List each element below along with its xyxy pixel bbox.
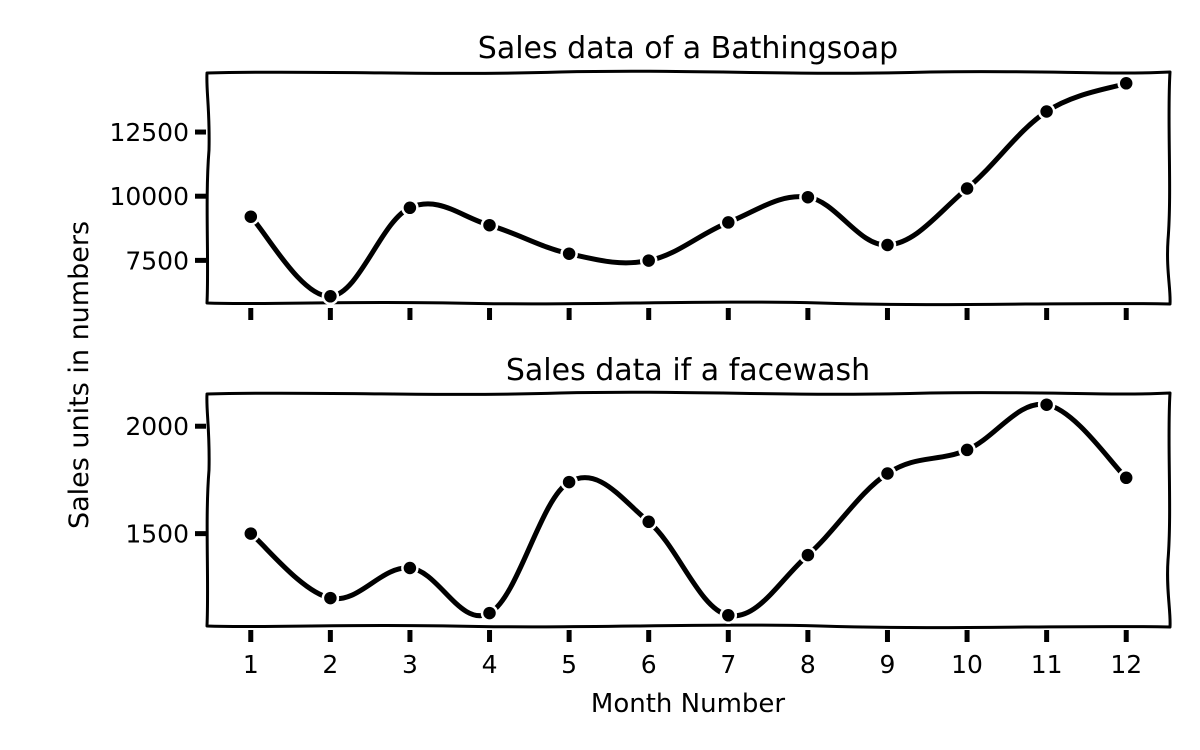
bathingsoap-plot-frame [205, 69, 1172, 307]
bathingsoap-data-point [878, 236, 897, 254]
bathingsoap-y-tick-label: 10000 [109, 182, 189, 211]
bathingsoap-data-point [242, 207, 260, 226]
bathingsoap-data-point [321, 287, 340, 306]
bathingsoap-series-line [248, 80, 1129, 299]
facewash-data-point [242, 524, 260, 543]
bathingsoap-data-point [719, 213, 738, 232]
facewash-x-tick-label: 4 [482, 650, 498, 679]
facewash-data-point [719, 606, 738, 625]
facewash-x-tick-label: 10 [951, 650, 983, 679]
facewash-x-tick-label: 9 [880, 650, 896, 679]
facewash-data-point [1117, 469, 1135, 487]
facewash-data-point [878, 464, 897, 483]
bathingsoap-data-point [480, 216, 499, 234]
bathingsoap-y-tick-label: 12500 [109, 118, 189, 147]
shared-y-axis-label: Sales units in numbers [64, 221, 95, 529]
bathingsoap-data-point [799, 188, 817, 206]
facewash-data-point [958, 441, 976, 459]
bathingsoap-data-point [560, 244, 578, 263]
facewash-data-point [799, 546, 817, 564]
bathingsoap-data-point [639, 251, 658, 270]
facewash-x-tick-label: 5 [561, 650, 577, 679]
facewash-data-point [639, 513, 658, 531]
facewash-plot-frame [205, 390, 1172, 630]
facewash-data-point [401, 559, 419, 577]
facewash-x-axis: 1 2 3 4 5 6 7 8 9 10 11 12 [243, 630, 1142, 679]
facewash-chart-title: Sales data if a facewash [506, 353, 870, 388]
facewash-y-axis: 1500 2000 [125, 412, 206, 549]
bathingsoap-x-axis [248, 308, 1129, 320]
bathingsoap-data-point [1117, 74, 1135, 93]
bathingsoap-data-point [1037, 102, 1056, 121]
facewash-x-tick-label: 7 [720, 650, 736, 679]
facewash-x-tick-label: 3 [402, 650, 418, 679]
bathingsoap-data-point [401, 199, 419, 217]
bathingsoap-plot-area [242, 74, 1135, 306]
bathingsoap-y-axis: 7500 10000 12500 [109, 118, 206, 275]
facewash-x-tick-label: 1 [243, 650, 259, 679]
facewash-x-tick-label: 6 [641, 650, 657, 679]
facewash-x-tick-label: 12 [1110, 650, 1142, 679]
facewash-series-line [248, 401, 1129, 619]
facewash-y-tick-label: 1500 [125, 520, 189, 549]
facewash-x-tick-label: 8 [800, 650, 816, 679]
shared-x-axis-label: Month Number [591, 689, 786, 719]
bathingsoap-chart-title: Sales data of a Bathingsoap [478, 31, 898, 66]
facewash-data-point [560, 473, 578, 491]
facewash-x-tick-label: 2 [322, 650, 338, 679]
facewash-data-point [321, 589, 340, 607]
bathingsoap-y-tick-label: 7500 [125, 246, 189, 275]
bathingsoap-data-point [958, 179, 976, 198]
facewash-x-tick-label: 11 [1031, 650, 1063, 679]
bathingsoap-subplot: Sales data of a Bathingsoap 7500 10000 125… [109, 31, 1172, 320]
facewash-y-tick-label: 2000 [125, 412, 189, 441]
facewash-plot-area [242, 395, 1135, 625]
facewash-data-point [480, 604, 499, 622]
facewash-data-point [1037, 395, 1056, 414]
